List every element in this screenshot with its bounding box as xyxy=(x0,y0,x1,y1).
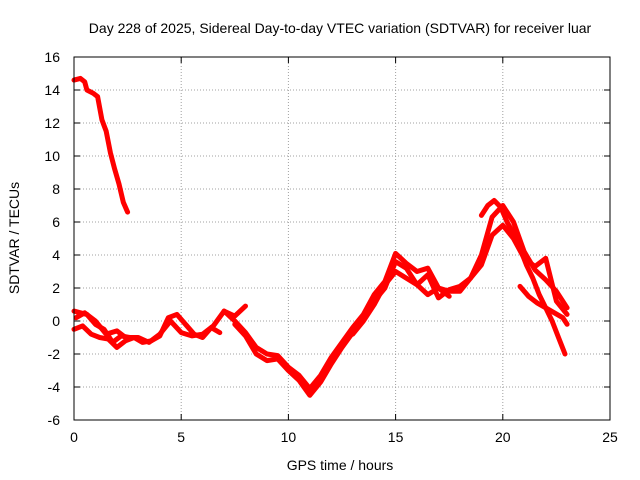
series-track-7 xyxy=(478,198,568,357)
x-tick-label: 0 xyxy=(70,429,78,445)
series-track-3 xyxy=(71,311,223,350)
y-tick-label: 0 xyxy=(52,313,60,329)
x-tick-label: 5 xyxy=(177,429,185,445)
series-track-6 xyxy=(232,222,570,398)
x-tick-label: 20 xyxy=(495,429,511,445)
y-tick-label: -6 xyxy=(48,412,61,428)
series-track-1 xyxy=(71,75,131,215)
chart-title: Day 228 of 2025, Sidereal Day-to-day VTE… xyxy=(89,20,592,36)
y-tick-label: 12 xyxy=(44,115,60,131)
x-tick-labels: 0 5 10 15 20 25 xyxy=(70,429,618,445)
y-tick-label: 6 xyxy=(52,214,60,230)
x-tick-label: 25 xyxy=(602,429,618,445)
x-tick-label: 10 xyxy=(281,429,297,445)
y-tick-label: 2 xyxy=(52,280,60,296)
series-track-4 xyxy=(73,310,131,342)
grid-lines xyxy=(74,57,610,420)
x-axis-label: GPS time / hours xyxy=(287,457,394,473)
y-tick-label: -4 xyxy=(48,379,61,395)
y-tick-label: 10 xyxy=(44,148,60,164)
x-tick-label: 15 xyxy=(388,429,404,445)
y-tick-labels: -6 -4 -2 0 2 4 6 8 10 12 14 16 xyxy=(44,49,60,428)
y-tick-label: -2 xyxy=(48,346,61,362)
axis-ticks xyxy=(73,56,611,421)
y-tick-label: 8 xyxy=(52,181,60,197)
y-tick-label: 14 xyxy=(44,82,60,98)
series-track-9 xyxy=(517,283,570,327)
series-track-8 xyxy=(350,269,452,337)
y-tick-label: 16 xyxy=(44,49,60,65)
y-axis-label: SDTVAR / TECUs xyxy=(6,182,22,294)
data-series xyxy=(71,75,570,398)
y-tick-label: 4 xyxy=(52,247,60,263)
plot-frame xyxy=(73,56,611,421)
